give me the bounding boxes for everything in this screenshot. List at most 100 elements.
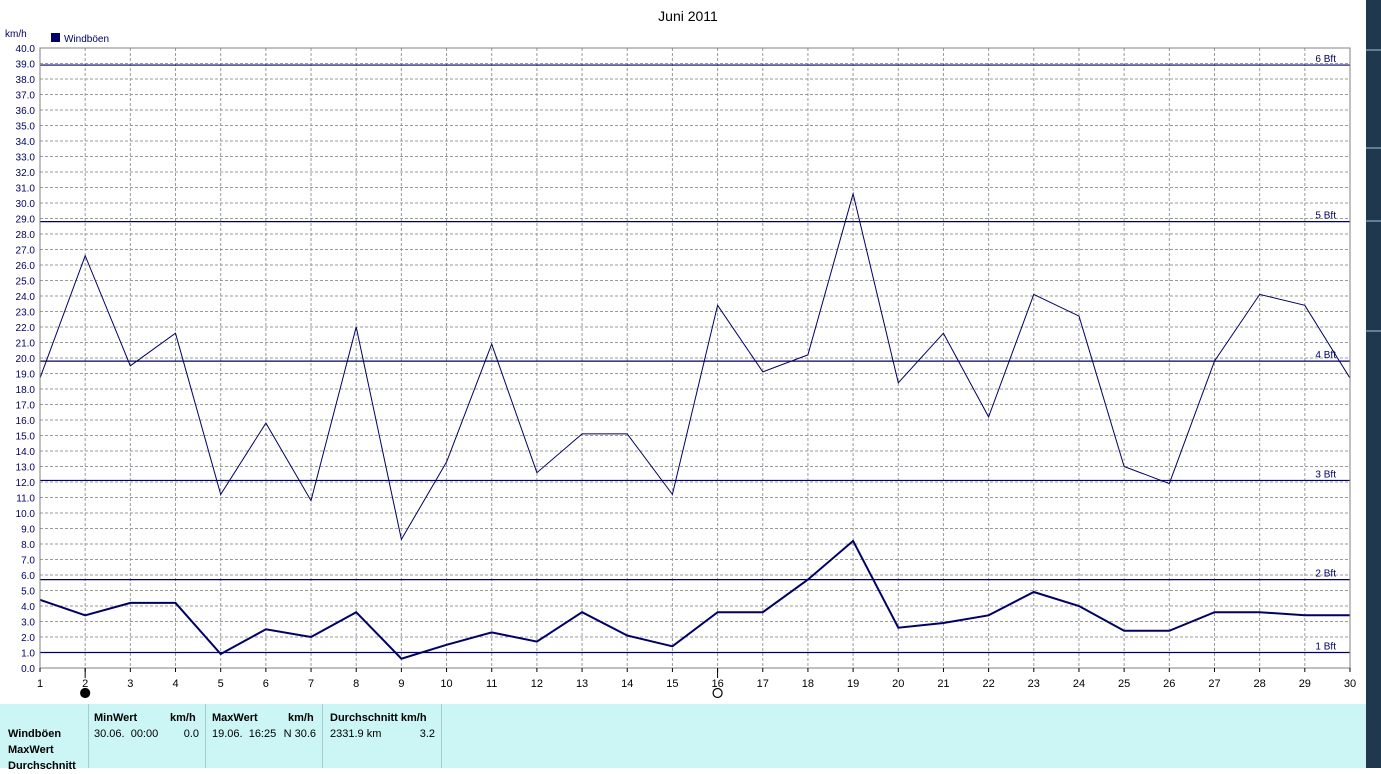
y-tick-label: 31.0 bbox=[16, 184, 36, 195]
y-tick-label: 30.0 bbox=[16, 199, 36, 210]
beaufort-lines: 1 Bft 2 Bft 3 Bft 4 Bft 5 Bft 6 Bft bbox=[40, 54, 1350, 654]
y-tick-label: 9.0 bbox=[21, 525, 35, 536]
x-tick-label: 22 bbox=[982, 678, 994, 690]
y-tick-label: 11.0 bbox=[16, 494, 35, 505]
x-axis-ticks: 1 2 3 4 5 6 7 8 9 10 11 12 13 14 15 16 17 18 19 20 21 22 23 24 2… bbox=[37, 668, 1356, 690]
x-tick-label: 26 bbox=[1163, 678, 1175, 690]
beaufort-label: 3 Bft bbox=[1315, 469, 1336, 480]
series-lines bbox=[39, 191, 1351, 660]
x-tick-label: 30 bbox=[1344, 678, 1356, 690]
x-tick-label: 8 bbox=[353, 678, 359, 690]
y-tick-label: 3.0 bbox=[21, 618, 35, 629]
y-tick-label: 1.0 bbox=[21, 649, 35, 660]
y-tick-label: 25.0 bbox=[16, 277, 36, 288]
new-moon-icon bbox=[712, 687, 723, 699]
x-tick-label: 5 bbox=[218, 678, 224, 690]
x-tick-label: 12 bbox=[531, 678, 543, 690]
stats-label-column: Windböen MaxWert Durchschnitt bbox=[0, 704, 89, 772]
y-tick-label: 8.0 bbox=[21, 540, 35, 551]
beaufort-label: 4 Bft bbox=[1315, 350, 1336, 361]
y-tick-label: 18.0 bbox=[16, 385, 36, 396]
y-tick-label: 36.0 bbox=[16, 106, 36, 117]
y-tick-label: 28.0 bbox=[16, 230, 36, 241]
y-tick-label: 15.0 bbox=[16, 432, 36, 443]
min-header: MinWert bbox=[94, 712, 138, 724]
y-tick-label: 33.0 bbox=[16, 153, 36, 164]
y-tick-label: 12.0 bbox=[16, 478, 36, 489]
stats-average-column: Durchschnitt km/h 2331.9 km 3.2 bbox=[323, 704, 442, 768]
y-tick-label: 29.0 bbox=[16, 215, 36, 226]
x-tick-label: 6 bbox=[263, 678, 269, 690]
x-tick-label: 11 bbox=[486, 678, 497, 690]
y-tick-label: 16.0 bbox=[16, 416, 36, 427]
window-edge-line bbox=[1366, 220, 1381, 222]
y-tick-label: 19.0 bbox=[16, 370, 36, 381]
y-tick-label: 21.0 bbox=[16, 339, 36, 350]
x-tick-label: 19 bbox=[847, 678, 859, 690]
y-tick-label: 10.0 bbox=[16, 509, 36, 520]
x-tick-label: 27 bbox=[1208, 678, 1220, 690]
window-edge bbox=[1366, 0, 1381, 768]
stats-min-column: MinWert km/h 30.06. 00:00 0.0 bbox=[88, 704, 206, 768]
full-moon-icon bbox=[80, 687, 91, 699]
series-line-windboeen bbox=[39, 191, 1351, 541]
chart: Juni 2011 km/h Windböen 1 Bft 2 Bft 3 Bft 4… bbox=[5, 8, 1356, 699]
x-tick-label: 3 bbox=[127, 678, 133, 690]
beaufort-label: 1 Bft bbox=[1315, 642, 1336, 653]
y-tick-label: 32.0 bbox=[16, 168, 36, 179]
y-tick-label: 39.0 bbox=[16, 60, 36, 71]
x-tick-label: 24 bbox=[1073, 678, 1085, 690]
y-tick-label: 2.0 bbox=[21, 633, 35, 644]
y-tick-label: 37.0 bbox=[16, 91, 36, 102]
beaufort-label: 5 Bft bbox=[1315, 211, 1336, 222]
x-tick-label: 25 bbox=[1118, 678, 1130, 690]
x-tick-label: 2 bbox=[82, 678, 88, 690]
statistics-panel: Windböen MaxWert Durchschnitt MinWert km… bbox=[0, 704, 1366, 772]
beaufort-label: 6 Bft bbox=[1315, 54, 1336, 65]
stats-row-label: Windböen bbox=[8, 728, 62, 740]
average-value: 3.2 bbox=[419, 728, 435, 740]
beaufort-label: 2 Bft bbox=[1315, 569, 1336, 580]
y-tick-label: 14.0 bbox=[16, 447, 36, 458]
x-tick-label: 21 bbox=[937, 678, 949, 690]
x-tick-label: 17 bbox=[757, 678, 769, 690]
y-tick-label: 5.0 bbox=[21, 587, 35, 598]
series-line-2 bbox=[39, 539, 1350, 660]
y-tick-label: 7.0 bbox=[21, 556, 35, 567]
y-tick-label: 26.0 bbox=[16, 261, 36, 272]
y-tick-label: 27.0 bbox=[16, 246, 36, 257]
x-tick-label: 1 bbox=[37, 678, 43, 690]
x-tick-label: 20 bbox=[892, 678, 904, 690]
legend-label: Windböen bbox=[64, 34, 109, 45]
y-axis-unit: km/h bbox=[5, 29, 27, 40]
average-distance: 2331.9 km bbox=[330, 728, 382, 740]
y-tick-label: 24.0 bbox=[16, 292, 36, 303]
max-value: N 30.6 bbox=[283, 728, 316, 740]
y-tick-label: 4.0 bbox=[21, 602, 35, 613]
stats-row-label: Durchschnitt bbox=[8, 760, 76, 772]
y-tick-label: 40.0 bbox=[16, 44, 36, 55]
stats-max-column: MaxWert km/h 19.06. 16:25 N 30.6 bbox=[206, 704, 323, 768]
max-date: 19.06. 16:25 bbox=[212, 728, 277, 740]
x-tick-label: 4 bbox=[172, 678, 178, 690]
y-tick-label: 6.0 bbox=[21, 571, 35, 582]
x-tick-label: 28 bbox=[1254, 678, 1266, 690]
y-axis-ticks: 0.0 1.0 2.0 3.0 4.0 5.0 6.0 7.0 8.0 9.0 10.0 11.0 12… bbox=[16, 44, 36, 675]
y-tick-label: 20.0 bbox=[16, 354, 36, 365]
stats-row-label: MaxWert bbox=[8, 744, 54, 756]
y-tick-label: 13.0 bbox=[16, 463, 36, 474]
chart-title: Juni 2011 bbox=[658, 8, 718, 24]
moon-markers bbox=[80, 668, 723, 699]
x-tick-label: 9 bbox=[398, 678, 404, 690]
y-tick-label: 22.0 bbox=[16, 323, 36, 334]
x-tick-label: 16 bbox=[711, 678, 723, 690]
max-header: MaxWert bbox=[212, 712, 258, 724]
x-tick-label: 18 bbox=[802, 678, 814, 690]
y-tick-label: 17.0 bbox=[16, 401, 36, 412]
y-tick-label: 34.0 bbox=[16, 137, 36, 148]
y-tick-label: 23.0 bbox=[16, 308, 36, 319]
window-edge-line bbox=[1366, 147, 1381, 149]
y-tick-label: 38.0 bbox=[16, 75, 36, 86]
average-header: Durchschnitt km/h bbox=[330, 712, 427, 724]
x-tick-label: 7 bbox=[308, 678, 314, 690]
